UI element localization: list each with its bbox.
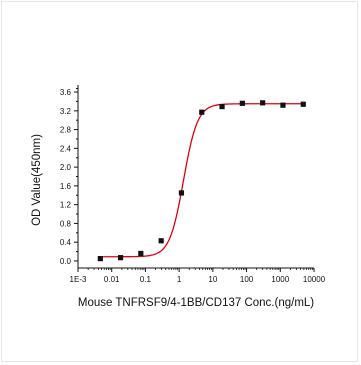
x-tick-label: 1000 <box>271 275 289 284</box>
x-tick-label: 0.1 <box>140 275 152 284</box>
x-tick-label: 10 <box>208 275 217 284</box>
y-tick-label: 0.8 <box>60 219 72 228</box>
y-tick-label: 1.2 <box>60 201 72 210</box>
data-point <box>199 109 205 115</box>
y-tick-label: 3.6 <box>60 88 72 97</box>
x-tick-label: 1E-3 <box>70 275 87 284</box>
data-point <box>280 102 286 108</box>
data-point <box>117 255 124 261</box>
chart-frame <box>1 1 358 362</box>
x-tick-label: 10000 <box>303 275 326 284</box>
y-tick-label: 0.0 <box>60 257 72 266</box>
axes: 0.0 0.4 0.8 1.2 1.6 2.0 2.4 2.8 3.2 3.6 1E-3 0.01 0.… <box>60 85 326 284</box>
data-point <box>138 250 144 257</box>
y-tick-label: 2.8 <box>60 126 72 135</box>
x-tick-label: 1 <box>177 275 182 284</box>
y-tick-label: 3.2 <box>60 107 72 116</box>
fit-curve-layer <box>98 103 304 258</box>
data-point <box>300 101 306 107</box>
y-axis-title: OD Value(450nm) <box>31 134 43 226</box>
data-point <box>260 100 266 106</box>
y-tick-label: 2.4 <box>60 144 72 153</box>
x-axis-title: Mouse TNFRSF9/4-1BB/CD137 Conc.(ng/mL) <box>78 297 314 309</box>
fit-curve-line <box>98 103 304 258</box>
y-tick-label: 0.4 <box>60 238 72 247</box>
y-tick-label: 1.6 <box>60 182 72 191</box>
data-points-layer <box>97 100 306 262</box>
data-point <box>178 190 185 196</box>
y-tick-label: 2.0 <box>60 163 72 172</box>
x-tick-label: 0.01 <box>104 275 120 284</box>
x-tick-label: 100 <box>240 275 254 284</box>
data-point <box>239 100 245 106</box>
data-point <box>97 256 103 262</box>
data-point <box>219 103 225 110</box>
data-point <box>158 238 164 244</box>
